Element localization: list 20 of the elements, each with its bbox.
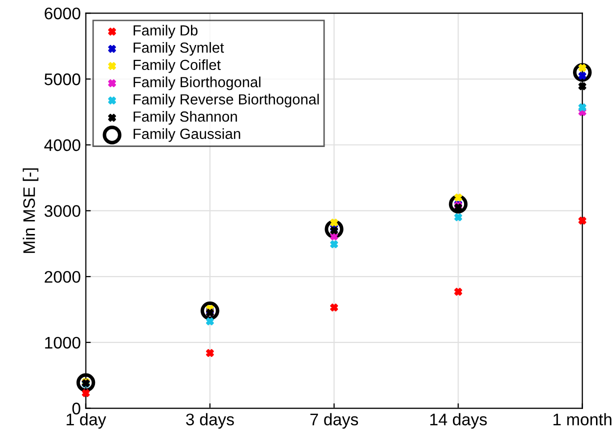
- y-tick-label: 1000: [45, 336, 80, 349]
- y-tick-label: 3000: [44, 205, 80, 217]
- y-tick-label: 4000: [44, 139, 80, 152]
- y-axis-title: Min MSE [-]: [22, 168, 38, 253]
- x-tick-label: 1 month: [554, 413, 612, 426]
- legend-label: Family Symlet: [134, 42, 224, 56]
- legend-label: Family Shannon: [134, 111, 237, 125]
- legend-label: Family Gaussian: [134, 128, 240, 142]
- legend-label: Family Reverse Biorthogonal: [134, 94, 319, 108]
- y-tick-label: 6000: [44, 8, 80, 20]
- x-tick-label: 14 days: [430, 413, 487, 429]
- legend-label: Family Db: [134, 24, 198, 38]
- x-tick-label: 7 days: [310, 413, 358, 429]
- x-tick-label: 1 day: [66, 413, 106, 429]
- y-tick-label: 5000: [44, 73, 80, 86]
- x-tick-label: 3 days: [186, 413, 234, 429]
- legend-label: Family Biorthogonal: [134, 76, 260, 90]
- legend-label: Family Coiflet: [134, 59, 221, 73]
- y-tick-label: 2000: [44, 270, 80, 283]
- y-tick-label: 0: [72, 402, 80, 414]
